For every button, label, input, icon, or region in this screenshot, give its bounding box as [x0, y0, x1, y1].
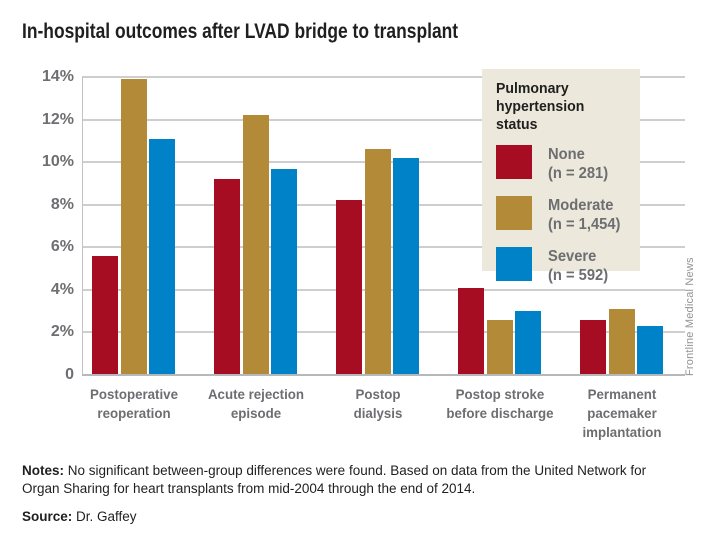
- gridline-14pct: [82, 76, 685, 78]
- credit-vertical-text: Frontline Medical News: [684, 257, 696, 376]
- source-label: Source:: [22, 509, 73, 524]
- source-body: Dr. Gaffey: [76, 509, 137, 524]
- source-text: Source: Dr. Gaffey: [22, 508, 674, 526]
- chart-title: In-hospital outcomes after LVAD bridge t…: [22, 20, 459, 43]
- x-axis-label-group2: Acute rejection episode: [207, 386, 305, 421]
- legend-swatch-none: [496, 145, 532, 179]
- legend-title: Pulmonary hypertension status: [496, 81, 585, 133]
- bar-group1-moderate: [120, 79, 147, 375]
- bar-group5-none: [580, 319, 607, 375]
- bar-group2-none: [214, 179, 241, 375]
- notes-body: No significant between-group differences…: [22, 463, 647, 496]
- bar-group3-severe: [393, 157, 420, 375]
- bar-group3-moderate: [364, 149, 391, 375]
- bar-group1-severe: [149, 138, 176, 375]
- legend-item-moderate: Moderate (n = 1,454): [496, 196, 628, 234]
- y-axis-tick-12pct: 12%: [41, 110, 74, 128]
- x-axis-label-group5: Permanent pacemaker implantation: [582, 386, 662, 440]
- y-axis-tick-8pct: 8%: [50, 195, 74, 213]
- y-axis-line: [82, 77, 83, 375]
- x-axis-line: [82, 374, 685, 376]
- legend-box: Pulmonary hypertension status None (n = 2…: [482, 69, 640, 284]
- y-axis-tick-14pct: 14%: [41, 68, 74, 85]
- x-axis-label-group1: Postoperative reoperation: [90, 386, 178, 421]
- y-axis-tick-0: 0: [65, 366, 74, 383]
- legend-swatch-severe: [496, 247, 532, 281]
- bar-group4-severe: [515, 311, 542, 375]
- gridline-12pct: [82, 118, 685, 121]
- bar-group5-severe: [637, 326, 664, 375]
- legend-swatch-moderate: [496, 196, 532, 230]
- legend-label-moderate: Moderate (n = 1,454): [548, 197, 621, 233]
- notes-label: Notes:: [22, 463, 65, 478]
- x-axis-label-group3: Postop dialysis: [353, 386, 403, 421]
- y-axis-tick-4pct: 4%: [50, 280, 74, 298]
- bar-group2-severe: [271, 168, 298, 375]
- bar-group4-moderate: [486, 319, 513, 375]
- bar-group3-none: [336, 200, 363, 375]
- legend-label-none: None (n = 281): [548, 146, 609, 182]
- y-axis-tick-10pct: 10%: [41, 153, 74, 171]
- legend-label-severe: Severe (n = 592): [548, 248, 609, 284]
- y-axis-tick-6pct: 6%: [50, 238, 74, 256]
- bar-group2-moderate: [242, 115, 269, 375]
- bar-group4-none: [458, 287, 485, 375]
- legend-item-none: None (n = 281): [496, 145, 628, 183]
- x-axis-label-group4: Postop stroke before discharge: [446, 386, 554, 421]
- legend-items: None (n = 281) Moderate (n = 1,454) Severe (n…: [496, 145, 628, 285]
- y-axis-tick-2pct: 2%: [50, 323, 74, 341]
- legend-item-severe: Severe (n = 592): [496, 247, 628, 285]
- bar-group5-moderate: [608, 309, 635, 375]
- bar-group1-none: [92, 255, 119, 375]
- notes-text: Notes: No significant between-group diff…: [22, 462, 674, 498]
